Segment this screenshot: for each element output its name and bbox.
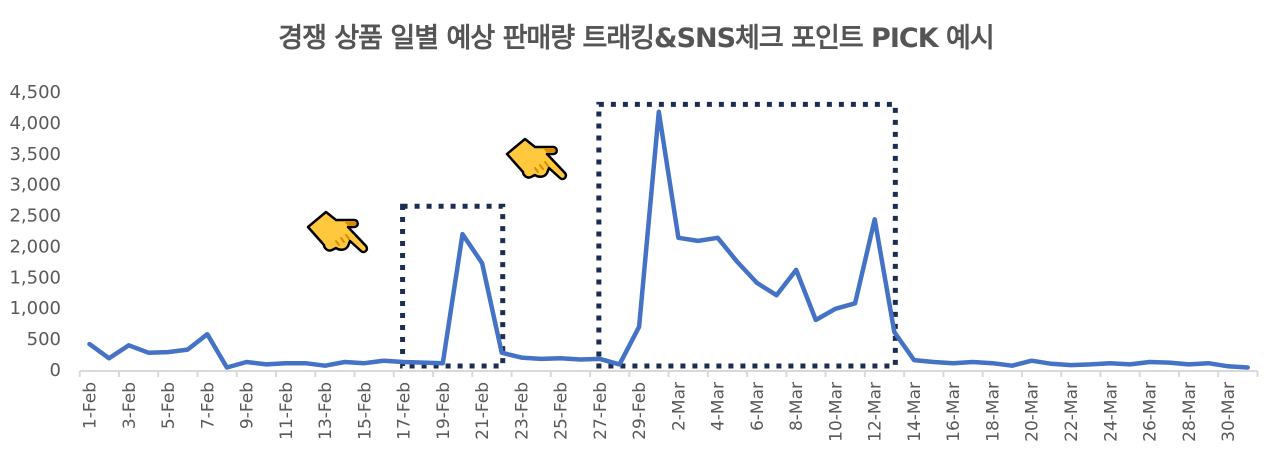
x-tick-label: 12-Mar — [866, 382, 886, 442]
x-tick-label: 13-Feb — [316, 382, 336, 440]
y-tick-label: 4,500 — [9, 82, 61, 103]
x-tick-label: 3-Feb — [120, 382, 140, 429]
y-tick-label: 1,500 — [9, 267, 61, 288]
pointer-icons — [306, 137, 568, 254]
series-line — [87, 109, 1250, 370]
highlight-box — [400, 203, 506, 369]
highlight-box — [596, 101, 898, 369]
x-tick-label: 17-Feb — [395, 382, 415, 440]
x-tick-label: 26-Mar — [1141, 382, 1161, 442]
x-tick-label: 2-Mar — [669, 382, 689, 431]
y-tick-label: 2,000 — [9, 236, 61, 257]
y-tick-label: 1,000 — [9, 298, 61, 319]
x-tick-label: 9-Feb — [238, 382, 258, 429]
x-tick-label: 29-Feb — [630, 382, 650, 440]
x-tick-label: 4-Mar — [709, 382, 729, 431]
x-tick-label: 1-Feb — [81, 382, 101, 429]
sales-line — [87, 109, 1250, 370]
x-tick-label: 7-Feb — [198, 382, 218, 429]
x-tick-label: 11-Feb — [277, 382, 297, 440]
x-tick-label: 25-Feb — [552, 382, 572, 440]
x-tick-label: 20-Mar — [1023, 382, 1043, 442]
y-tick-label: 4,000 — [9, 113, 61, 134]
x-tick-label: 23-Feb — [512, 382, 532, 440]
y-tick-label: 500 — [27, 329, 61, 350]
x-tick-label: 8-Mar — [787, 382, 807, 431]
pointing-hand-icon — [306, 210, 369, 254]
x-tick-label: 15-Feb — [355, 382, 375, 440]
y-tick-label: 3,000 — [9, 175, 61, 196]
pointing-hand-icon — [505, 137, 568, 181]
x-tick-label: 24-Mar — [1101, 382, 1121, 442]
x-tick-label: 19-Feb — [434, 382, 454, 440]
y-axis: 0 500 1,000 1,500 2,000 2,500 3,000 3,500 4,000 4… — [9, 82, 61, 381]
x-tick-label: 21-Feb — [473, 382, 493, 440]
x-tick-label: 6-Mar — [748, 382, 768, 431]
x-tick-label: 16-Mar — [944, 382, 964, 442]
x-tick-label: 10-Mar — [826, 382, 846, 442]
y-tick-label: 3,500 — [9, 144, 61, 165]
y-tick-label: 2,500 — [9, 206, 61, 227]
x-tick-label: 5-Feb — [159, 382, 179, 429]
highlight-boxes — [400, 101, 898, 369]
x-tick-label: 14-Mar — [905, 382, 925, 442]
y-tick-label: 0 — [50, 360, 61, 381]
chart-title: 경쟁 상품 일별 예상 판매량 트래킹&SNS체크 포인트 PICK 예시 — [278, 23, 994, 54]
x-tick-label: 27-Feb — [591, 382, 611, 440]
x-axis: 1-Feb 3-Feb 5-Feb 7-Feb 9-Feb 11-Feb 13-Feb 15-… — [78, 370, 1259, 442]
x-tick-label: 28-Mar — [1180, 382, 1200, 442]
x-tick-label: 22-Mar — [1062, 382, 1082, 442]
x-tick-label: 30-Mar — [1219, 382, 1239, 442]
x-tick-label: 18-Mar — [983, 382, 1003, 442]
